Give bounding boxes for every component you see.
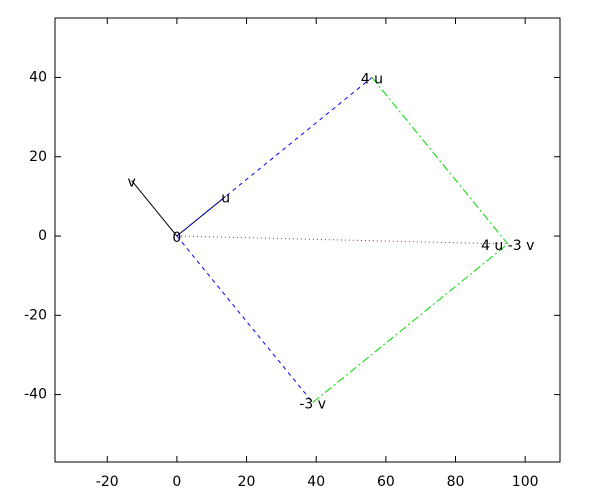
point-label: 4 u -3 v xyxy=(481,238,534,254)
x-tick-label: -20 xyxy=(96,474,119,490)
point-label: 0 xyxy=(172,230,181,246)
vector xyxy=(131,180,178,237)
point-label: -3 v xyxy=(299,397,326,413)
vector xyxy=(176,235,314,403)
y-tick-label: -40 xyxy=(24,387,47,403)
vector xyxy=(176,235,508,245)
x-tick-label: 80 xyxy=(447,474,465,490)
y-tick-label: 0 xyxy=(38,228,47,244)
y-tick-label: 40 xyxy=(29,69,47,85)
x-tick-label: 100 xyxy=(512,474,539,490)
vector xyxy=(176,77,373,237)
x-tick-label: 20 xyxy=(238,474,256,490)
vector xyxy=(371,77,509,245)
plot-frame xyxy=(54,17,561,463)
y-tick-label: -20 xyxy=(24,307,47,323)
x-tick-label: 0 xyxy=(172,474,181,490)
y-tick-label: 20 xyxy=(29,149,47,165)
point-label: u xyxy=(221,190,230,206)
x-tick-label: 60 xyxy=(377,474,395,490)
point-label: v xyxy=(127,175,135,191)
vector xyxy=(312,243,509,403)
point-label: 4 u xyxy=(361,71,383,87)
x-tick-label: 40 xyxy=(307,474,325,490)
